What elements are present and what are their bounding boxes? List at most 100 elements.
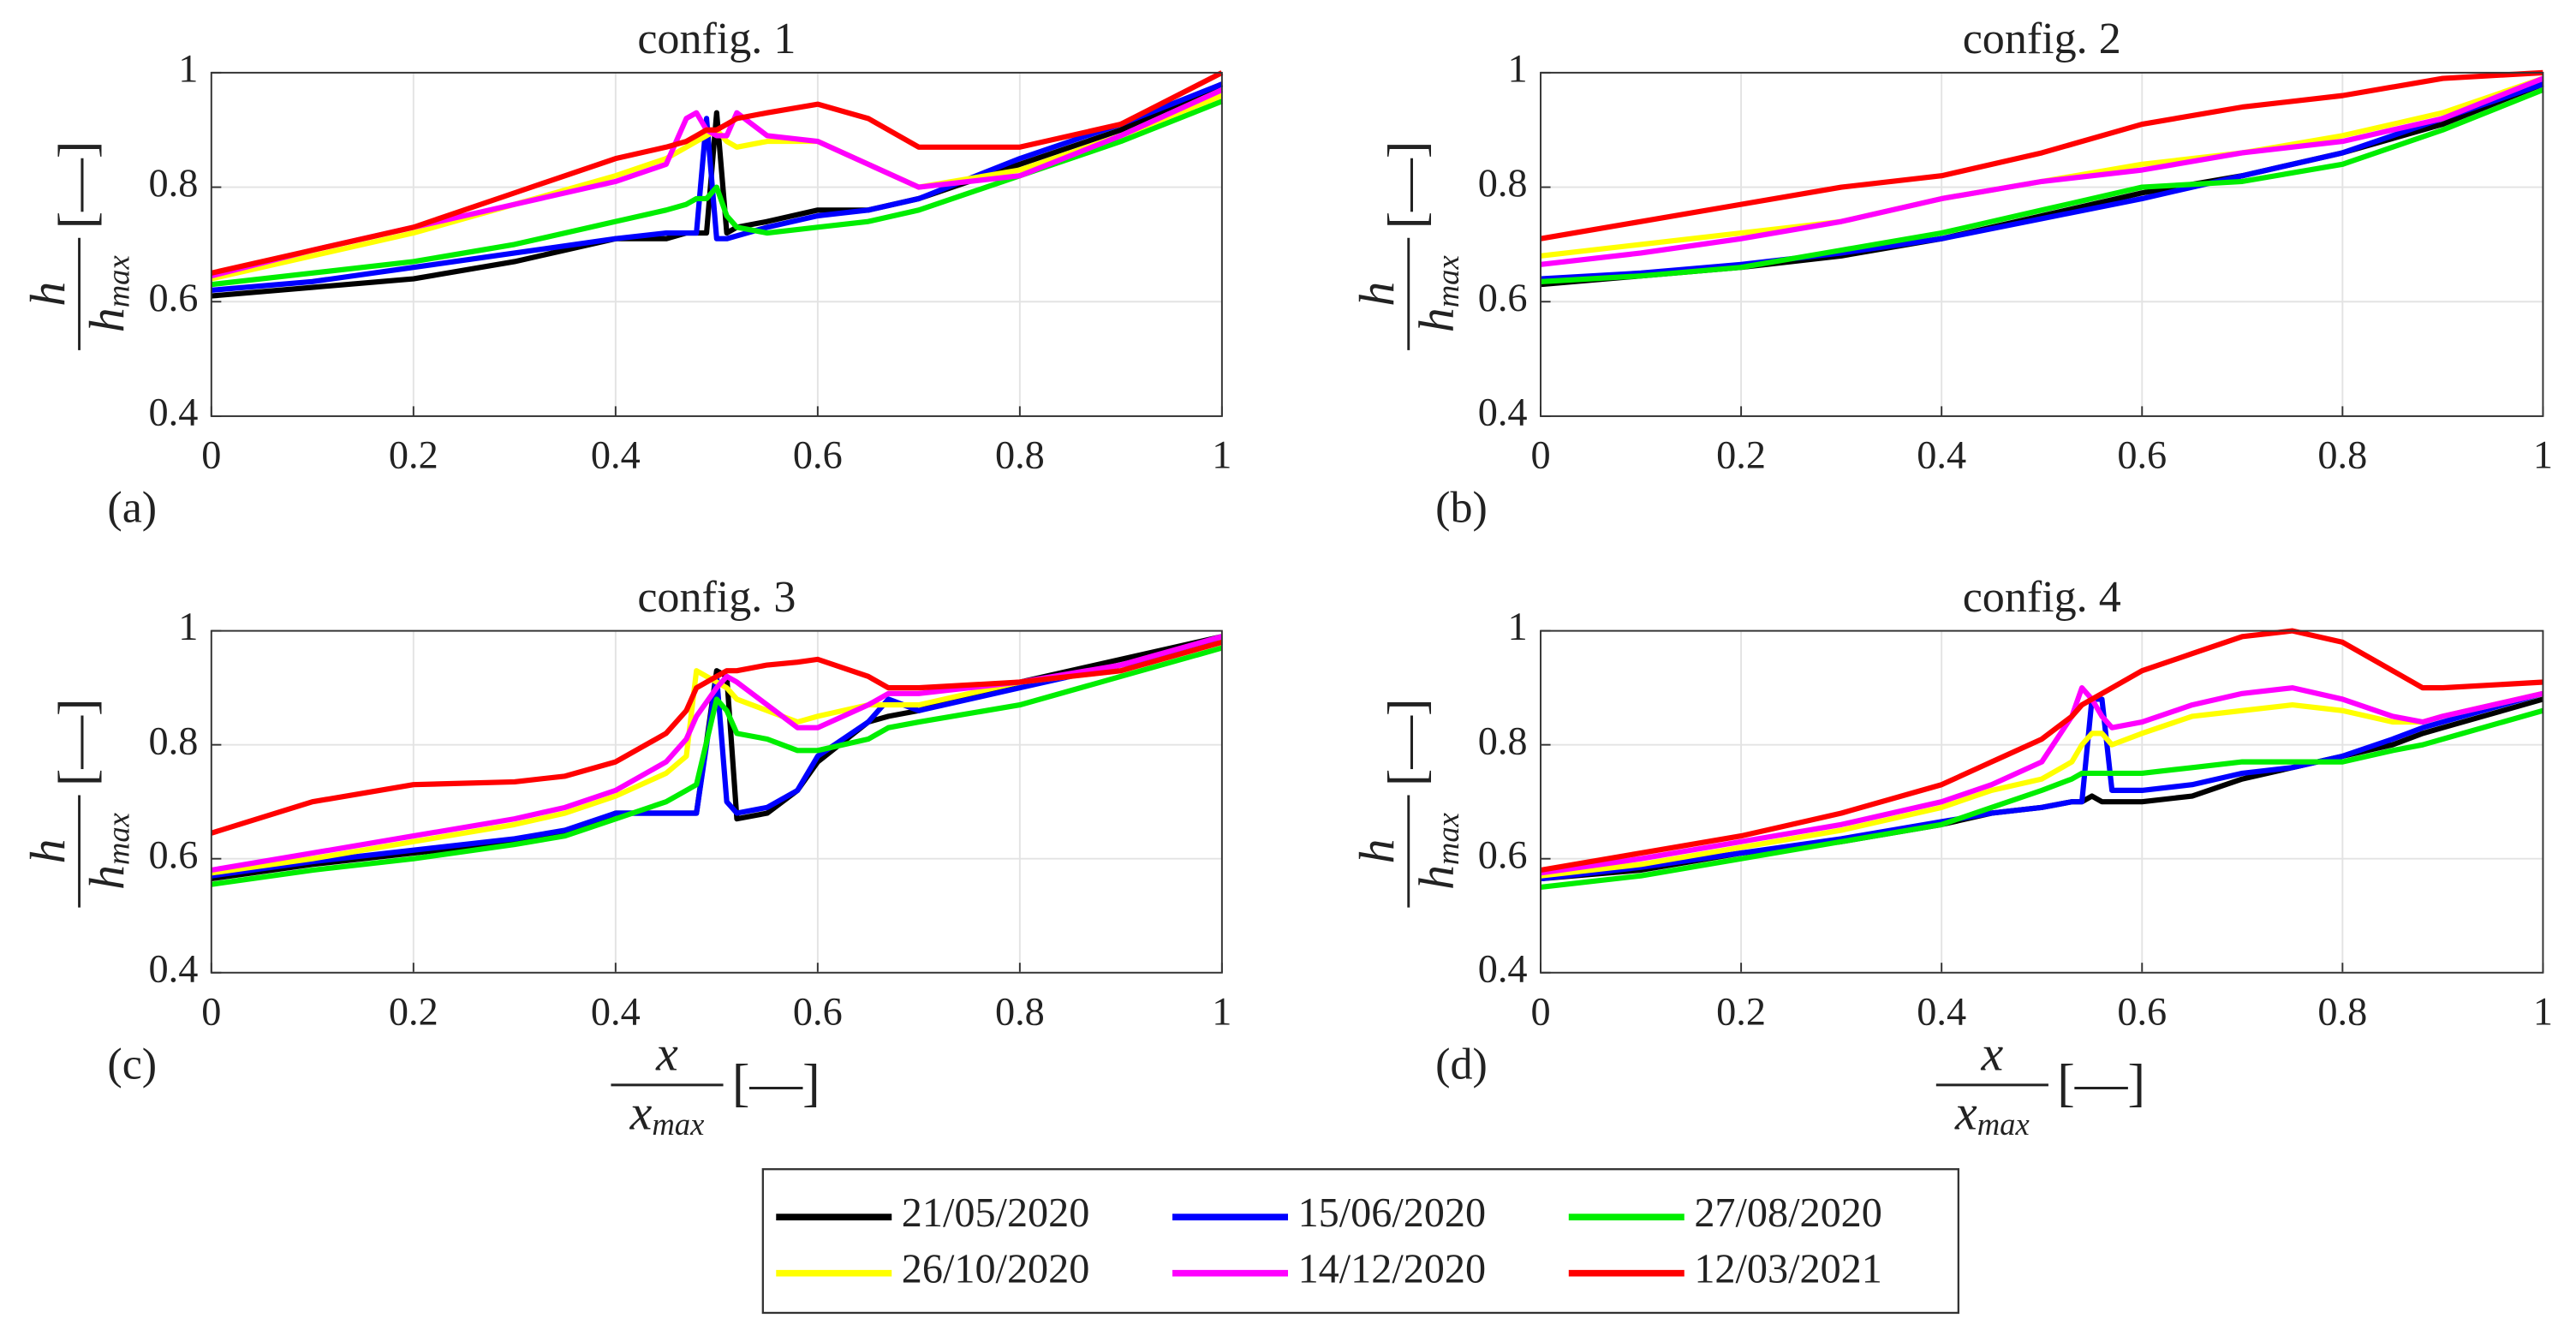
x-tick-label: 1 [1212, 991, 1231, 1035]
data-line [211, 98, 1224, 288]
data-line [210, 639, 1223, 836]
axes-frame [1540, 71, 2544, 417]
label-denominator-base: h [79, 865, 134, 890]
label-unit: [—] [2057, 1054, 2145, 1112]
label-denominator: hmax [79, 813, 136, 890]
data-line [1540, 707, 2544, 891]
label-denominator-base: h [1409, 307, 1464, 332]
data-line [211, 70, 1224, 276]
legend-label: 12/03/2021 [1694, 1247, 1882, 1292]
label-denominator: hmax [79, 255, 136, 332]
panel-label: (d) [1435, 1041, 1488, 1089]
x-tick-label: 0.2 [1716, 991, 1766, 1035]
y-tick-label: 0.6 [149, 833, 199, 877]
x-tick-label: 0.6 [793, 991, 843, 1035]
y-tick-label: 0.8 [1478, 719, 1528, 763]
label-denominator-base: x [1954, 1085, 1977, 1141]
data-line [1540, 685, 2544, 876]
subplot-title: config. 3 [637, 573, 796, 622]
label-unit: [—] [49, 698, 107, 786]
x-tick-label: 0.8 [2317, 434, 2367, 478]
legend-label: 27/08/2020 [1694, 1190, 1882, 1236]
label-subscript: max [101, 255, 136, 307]
axes-frame [210, 629, 1223, 974]
x-tick-label: 0.2 [389, 434, 438, 478]
label-unit: [—] [49, 141, 107, 230]
data-line [211, 645, 1223, 887]
label-denominator: hmax [1409, 813, 1466, 890]
y-tick-label: 0.6 [1478, 277, 1528, 320]
x-tick-label: 0.4 [1917, 991, 1966, 1035]
label-denominator-base: h [79, 307, 134, 332]
y-tick-label: 1 [1507, 48, 1527, 92]
label-subscript: max [652, 1106, 704, 1142]
x-tick-label: 0.6 [2117, 434, 2167, 478]
data-line [1540, 628, 2543, 874]
data-line [1540, 75, 2544, 267]
data-line [211, 81, 1224, 293]
label-subscript: max [1977, 1106, 2030, 1142]
legend-label: 21/05/2020 [902, 1190, 1090, 1236]
panel-label: (c) [107, 1041, 157, 1089]
y-tick-label: 0.6 [1478, 833, 1528, 877]
label-numerator: h [20, 282, 75, 307]
label-numerator: x [1981, 1025, 2004, 1081]
x-tick-label: 0 [201, 991, 221, 1035]
subplot-title: config. 1 [637, 15, 796, 63]
legend-label: 15/06/2020 [1298, 1190, 1487, 1236]
x-tick-label: 0.6 [793, 434, 843, 478]
x-tick-label: 0.2 [389, 991, 438, 1035]
x-tick-label: 1 [2533, 434, 2553, 478]
y-tick-label: 0.4 [1478, 391, 1528, 435]
legend-label: 26/10/2020 [902, 1247, 1090, 1292]
y-tick-label: 1 [1507, 605, 1527, 649]
x-tick-label: 0.6 [2117, 991, 2167, 1035]
y-tick-label: 0.8 [149, 162, 199, 206]
label-numerator: h [1349, 839, 1404, 864]
label-subscript: max [1430, 813, 1465, 865]
axes-frame [1540, 629, 2544, 974]
y-tick-label: 1 [178, 605, 198, 649]
data-line [1540, 690, 2544, 882]
panel-label: (a) [107, 484, 157, 533]
x-tick-label: 0.4 [591, 991, 641, 1035]
y-tick-label: 0.4 [149, 391, 199, 435]
x-tick-label: 0.8 [995, 434, 1045, 478]
data-line [1540, 690, 2544, 879]
label-denominator: xmax [629, 1085, 705, 1142]
y-tick-label: 0.4 [149, 947, 199, 991]
x-tick-label: 0.2 [1716, 434, 1766, 478]
x-tick-label: 0.8 [995, 991, 1045, 1035]
legend-label: 14/12/2020 [1298, 1247, 1487, 1292]
panel-label: (b) [1435, 484, 1488, 533]
label-denominator-base: h [1409, 865, 1464, 890]
label-unit: [—] [1378, 141, 1436, 230]
label-denominator: xmax [1954, 1085, 2030, 1142]
x-tick-label: 1 [1212, 434, 1231, 478]
label-subscript: max [1430, 255, 1465, 307]
data-line [1540, 81, 2544, 282]
y-tick-label: 1 [178, 48, 198, 92]
data-line [211, 639, 1223, 876]
data-line [211, 87, 1224, 279]
x-tick-label: 0 [1530, 434, 1550, 478]
data-line [1540, 69, 2543, 242]
plot-area [1541, 630, 2543, 973]
x-tick-label: 0.4 [1917, 434, 1966, 478]
label-numerator: x [655, 1025, 678, 1081]
label-unit: [—] [732, 1054, 820, 1112]
legend-box [761, 1168, 1960, 1315]
y-tick-label: 0.6 [149, 277, 199, 320]
x-tick-label: 0.4 [591, 434, 641, 478]
label-unit: [—] [1378, 698, 1436, 786]
axes-frame [210, 71, 1223, 417]
